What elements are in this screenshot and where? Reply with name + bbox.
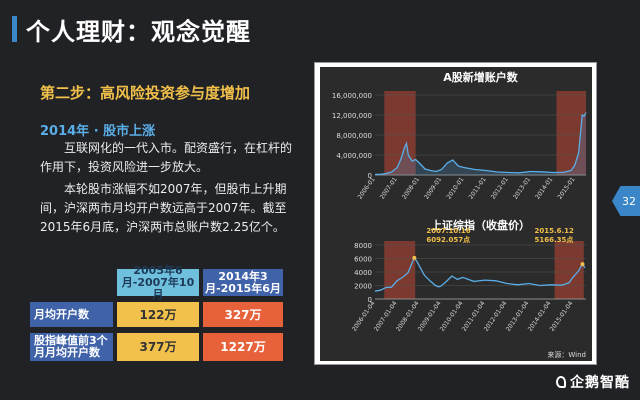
chart-panel: A股新增账户数 0 4,000,000 8,000,000 12,000,000 16,0… [314, 62, 597, 365]
page-title: 个人理财：观念觉醒 [26, 18, 251, 46]
y-tick-label: 12,000,000 [332, 112, 372, 120]
x-tick-label: 2015-01 [556, 176, 576, 201]
x-tick-label: 2008-01 [401, 176, 421, 201]
paragraph-internet-generation: 互联网化的一代入市。配资盛行，在杠杆的作用下，投资风险进一步放大。 [40, 141, 293, 174]
table-header-2014: 2014年3月-2015年6月 [203, 269, 283, 296]
annotation-point [580, 262, 585, 267]
y-tick-label: 0 [368, 172, 372, 180]
table-header-2005: 2005年6月-2007年10月 [117, 264, 199, 300]
table-cell-peak-2014: 1227万 [203, 333, 283, 361]
chart-background: A股新增账户数 0 4,000,000 8,000,000 12,000,000 16,0… [320, 67, 592, 361]
table-cell-peak-2005: 377万 [117, 333, 199, 361]
series-line [374, 256, 586, 292]
page-number-badge: 32 [612, 186, 640, 216]
y-tick-label: 0 [368, 296, 372, 304]
chart-title: 上证综指（收盘价） [431, 218, 530, 232]
annotation-point [412, 255, 417, 260]
annotation-value: 6092.057点 [426, 235, 470, 244]
x-tick-label: 2011-01 [468, 176, 488, 201]
brand-logo: 企鹅智酷 [556, 372, 630, 392]
table-cell-monthly-2014: 327万 [203, 302, 283, 327]
table-row-label-peak: 股指峰值前3个月月均开户数 [30, 333, 113, 361]
x-tick-label: 2010-01 [445, 176, 465, 201]
annotation-value: 5166.35点 [534, 235, 573, 244]
y-tick-label: 8000 [354, 242, 372, 250]
x-tick-label: 2013-01 [512, 176, 532, 201]
x-tick-label: 2014-01 [534, 176, 554, 201]
annotation-date: 2007.10.16 [426, 227, 470, 235]
title-accent-bar [12, 16, 17, 42]
y-tick-label: 16,000,000 [332, 92, 372, 100]
penguin-icon [556, 376, 566, 388]
x-tick-label: 2015-01-04 [549, 300, 575, 333]
section-heading: 2014年 · 股市上涨 [40, 124, 156, 139]
table-cell-monthly-2005: 122万 [117, 302, 199, 327]
y-tick-label: 2000 [354, 283, 372, 291]
charts-svg: A股新增账户数 0 4,000,000 8,000,000 12,000,000 16,0… [332, 70, 587, 359]
y-tick-label: 4000 [354, 269, 372, 277]
y-tick-label: 4,000,000 [336, 152, 372, 160]
brand-logo-text: 企鹅智酷 [570, 375, 630, 391]
step-title: 第二步：高风险投资参与度增加 [40, 84, 251, 102]
highlight-range [384, 241, 416, 299]
y-tick-label: 6000 [354, 256, 372, 264]
x-tick-label: 2007-01 [379, 176, 399, 201]
annotation-date: 2015.6.12 [534, 227, 574, 235]
series-line [374, 112, 587, 176]
x-tick-label: 2009-01 [423, 176, 443, 201]
chart-source: 来源：Wind [547, 350, 586, 359]
chart-title: A股新增账户数 [443, 70, 519, 84]
paragraph-account-growth: 本轮股市涨幅不如2007年，但股市上升期间，沪深两市月均开户数远高于2007年。… [40, 182, 287, 234]
table-row-label-monthly: 月均开户数 [30, 302, 113, 327]
y-tick-label: 8,000,000 [336, 132, 372, 140]
x-tick-label: 2012-01 [490, 176, 510, 201]
